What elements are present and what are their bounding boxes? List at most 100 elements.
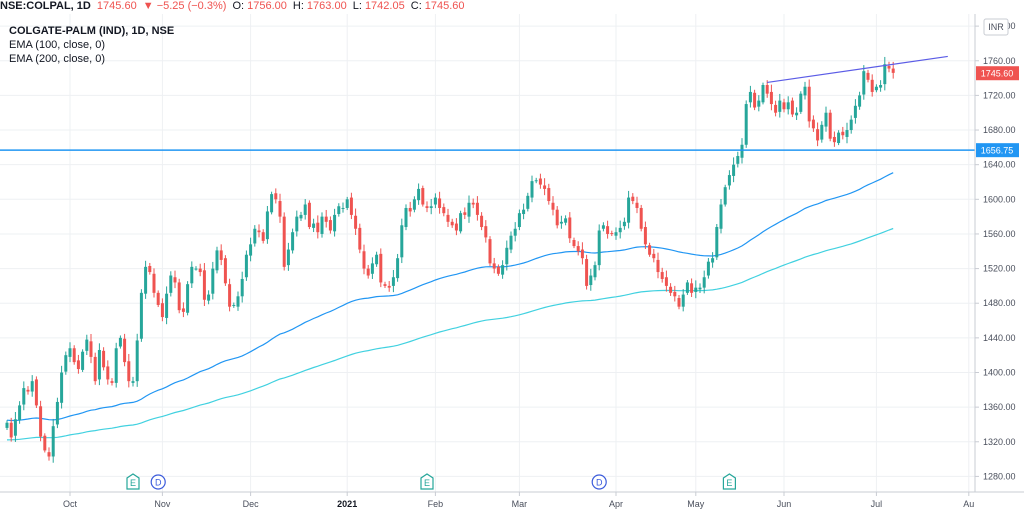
earnings-icon — [722, 473, 736, 490]
symbol-title: NSE:COLPAL, 1D — [0, 0, 91, 12]
candle-body — [307, 202, 311, 228]
candle-body — [60, 372, 64, 403]
candle — [118, 335, 122, 349]
candle-body — [606, 226, 610, 234]
candle — [887, 61, 891, 73]
candle — [89, 334, 93, 364]
grid-lines — [0, 14, 975, 492]
candle — [450, 218, 454, 228]
candle-body — [513, 228, 517, 236]
legend-ema200[interactable]: EMA (200, close, 0) — [9, 53, 105, 65]
candle — [711, 252, 715, 268]
candle — [291, 228, 295, 254]
candle-body — [215, 250, 219, 271]
candle-body — [824, 112, 828, 127]
candle-body — [282, 216, 286, 267]
candle — [664, 270, 668, 292]
candle-body — [597, 230, 601, 266]
candle — [211, 261, 215, 300]
candle-body — [799, 93, 803, 112]
candle — [341, 202, 345, 213]
close-label: C: — [410, 0, 422, 12]
candle-body — [219, 250, 223, 260]
candle-body — [446, 214, 450, 222]
candle-body — [786, 102, 790, 110]
candle — [660, 267, 664, 283]
candle-body — [862, 71, 866, 95]
currency-text: INR — [988, 22, 1004, 32]
candle-body — [568, 217, 572, 239]
candle — [799, 91, 803, 114]
candle — [223, 255, 227, 286]
ema100-line — [6, 172, 894, 422]
candle — [152, 268, 156, 298]
candle — [803, 81, 807, 100]
candle — [55, 397, 59, 429]
y-tick-label: 1560.00 — [983, 229, 1016, 239]
candle-body — [622, 221, 626, 227]
candle — [106, 360, 110, 385]
candle — [370, 257, 374, 279]
last-price-tag-text: 1745.60 — [981, 69, 1014, 79]
candle — [778, 93, 782, 118]
candle — [534, 177, 538, 184]
candle-body — [240, 278, 244, 297]
candle — [870, 74, 874, 97]
candle-body — [694, 287, 698, 292]
candle-body — [152, 273, 156, 293]
candle-body — [748, 91, 752, 103]
candle — [349, 192, 353, 220]
candle — [782, 98, 786, 113]
x-tick-label: May — [687, 499, 705, 509]
candle-body — [291, 232, 295, 251]
candle-body — [286, 249, 290, 266]
candle — [866, 69, 870, 83]
candle-body — [475, 202, 479, 215]
candle — [622, 217, 626, 230]
candle — [538, 173, 542, 189]
y-tick-label: 1520.00 — [983, 264, 1016, 274]
candle-body — [778, 100, 782, 112]
candle-body — [820, 124, 824, 140]
candle-body — [211, 268, 215, 294]
ema-lines — [6, 172, 894, 441]
candle-body — [593, 265, 597, 278]
candle — [387, 281, 391, 292]
candle-body — [765, 85, 769, 94]
candle-body — [253, 228, 257, 244]
candle-body — [551, 202, 555, 210]
dividend-letter: D — [596, 478, 603, 488]
candle-body — [454, 223, 458, 231]
dividend-icon — [150, 474, 166, 490]
symbol-header: NSE:COLPAL, 1D 1745.60 ▼ −5.25 (−0.3%) O… — [0, 0, 1024, 14]
y-tick-label: 1640.00 — [983, 160, 1016, 170]
candle-body — [589, 275, 593, 286]
candle-body — [774, 104, 778, 113]
hline-price-tag-bg — [976, 143, 1019, 158]
legend-ema100[interactable]: EMA (100, close, 0) — [9, 39, 105, 51]
candle-body — [5, 422, 9, 428]
candle — [753, 89, 757, 111]
candle-body — [387, 285, 391, 288]
candle-body — [837, 132, 841, 144]
candle-body — [891, 68, 895, 73]
candle — [333, 208, 337, 237]
close-value: 1745.60 — [424, 0, 465, 12]
candle — [543, 178, 547, 196]
high-label: H: — [292, 0, 304, 12]
candle — [480, 212, 484, 231]
candle — [862, 65, 866, 100]
candle-body — [55, 401, 59, 425]
candle-body — [391, 277, 395, 286]
candle — [190, 261, 194, 288]
ema200-line — [6, 227, 894, 441]
candle — [744, 100, 748, 148]
candle-body — [769, 91, 773, 105]
candle — [202, 263, 206, 306]
candle-body — [849, 119, 853, 131]
candle — [576, 241, 580, 256]
candle-body — [177, 282, 181, 311]
candle-body — [547, 188, 551, 202]
candle — [702, 270, 706, 294]
